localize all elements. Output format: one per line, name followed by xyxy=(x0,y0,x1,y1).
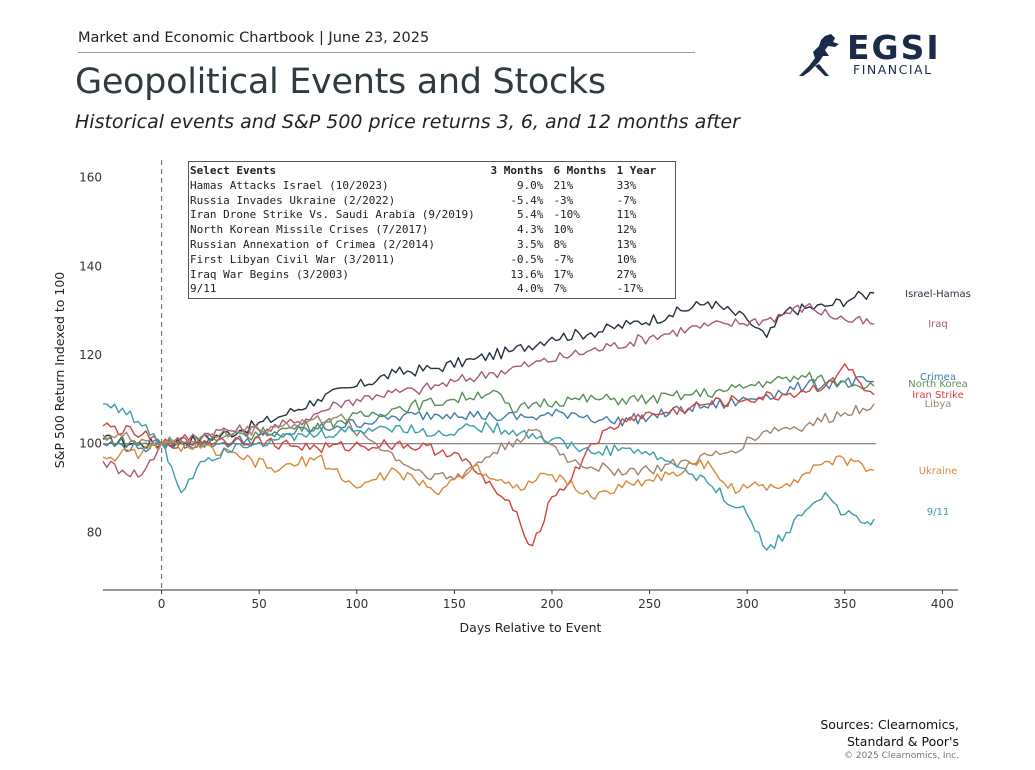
x-tick-label: 100 xyxy=(345,597,368,611)
table-row: North Korean Missile Crises (7/2017) 4.3… xyxy=(190,223,675,238)
event-name: Russia Invades Ukraine (2/2022) xyxy=(190,193,396,207)
return-3-months: 3.5% xyxy=(516,237,544,251)
event-name: North Korean Missile Crises (7/2017) xyxy=(190,223,429,237)
event-name: Russian Annexation of Crimea (2/2014) xyxy=(190,237,436,251)
column-header-1-year: 1 Year xyxy=(616,164,657,177)
event-name: 9/11 xyxy=(190,282,217,296)
return-6-months: -10% xyxy=(553,208,580,222)
event-name: First Libyan Civil War (3/2011) xyxy=(190,252,396,266)
table-row: Iran Drone Strike Vs. Saudi Arabia (9/20… xyxy=(190,208,675,223)
return-1-year: 11% xyxy=(616,208,637,222)
x-tick-label: 150 xyxy=(443,597,466,611)
table-row: 9/11 4.0% 7% -17% xyxy=(190,282,675,297)
return-3-months: -0.5% xyxy=(510,252,544,266)
x-tick-label: 50 xyxy=(252,597,267,611)
return-3-months: 4.3% xyxy=(516,223,544,237)
return-6-months: 21% xyxy=(553,178,574,192)
table-row: Russia Invades Ukraine (2/2022) -5.4% -3… xyxy=(190,194,675,209)
return-6-months: 8% xyxy=(553,237,567,251)
y-tick-label: 140 xyxy=(79,259,102,273)
logo-wordmark: EGSI xyxy=(847,28,941,67)
series-line-libya xyxy=(102,403,875,481)
x-tick-label: 300 xyxy=(736,597,759,611)
event-name: Iraq War Begins (3/2003) xyxy=(190,267,349,281)
series-label-9-11: 9/11 xyxy=(927,507,949,518)
sources-line-2: Standard & Poor's xyxy=(846,734,959,749)
y-axis-title: S&P 500 Return Indexed to 100 xyxy=(52,272,67,469)
table-row: Hamas Attacks Israel (10/2023) 9.0% 21% … xyxy=(190,179,675,194)
page-subtitle: Historical events and S&P 500 price retu… xyxy=(75,111,740,133)
return-6-months: 7% xyxy=(553,282,567,296)
column-header-events: Select Events xyxy=(190,164,277,177)
page-title: Geopolitical Events and Stocks xyxy=(75,62,606,102)
series-label-iraq: Iraq xyxy=(928,319,948,330)
return-3-months: 4.0% xyxy=(516,282,544,296)
return-1-year: -7% xyxy=(616,193,637,207)
table-row: Iraq War Begins (3/2003) 13.6% 17% 27% xyxy=(190,268,675,283)
series-label-ukraine: Ukraine xyxy=(919,466,958,477)
x-tick-label: 200 xyxy=(541,597,564,611)
series-line-9-11 xyxy=(102,403,875,551)
return-1-year: 33% xyxy=(616,178,637,192)
return-3-months: -5.4% xyxy=(510,193,544,207)
header-line: Market and Economic Chartbook | June 23,… xyxy=(78,30,430,46)
return-1-year: -17% xyxy=(616,282,644,296)
x-tick-label: 0 xyxy=(158,597,166,611)
return-6-months: -7% xyxy=(553,252,574,266)
x-axis-title: Days Relative to Event xyxy=(460,620,602,635)
column-header-3-months: 3 Months xyxy=(490,164,544,177)
column-header-6-months: 6 Months xyxy=(553,164,607,177)
sources-note: Sources: Clearnomics, Standard & Poor's xyxy=(820,716,959,750)
return-6-months: 17% xyxy=(553,267,574,281)
series-label-north-korea: North Korea xyxy=(908,379,968,390)
event-name: Hamas Attacks Israel (10/2023) xyxy=(190,178,389,192)
y-tick-label: 160 xyxy=(79,171,102,185)
table-row: Russian Annexation of Crimea (2/2014) 3.… xyxy=(190,238,675,253)
series-line-north-korea xyxy=(102,371,875,449)
y-tick-label: 120 xyxy=(79,348,102,362)
return-3-months: 5.4% xyxy=(516,208,544,222)
sources-line-1: Sources: Clearnomics, xyxy=(820,717,959,732)
return-1-year: 10% xyxy=(616,252,637,266)
table-row: First Libyan Civil War (3/2011) -0.5% -7… xyxy=(190,253,675,268)
logo-subtext: FINANCIAL xyxy=(853,62,933,77)
table-header-row: Select Events 3 Months 6 Months 1 Year xyxy=(190,164,675,179)
header-rule xyxy=(78,52,695,53)
event-name: Iran Drone Strike Vs. Saudi Arabia (9/20… xyxy=(190,208,475,222)
series-line-israel-hamas xyxy=(102,290,875,449)
events-table: Select Events 3 Months 6 Months 1 Year H… xyxy=(188,161,676,299)
x-tick-label: 350 xyxy=(833,597,856,611)
return-3-months: 9.0% xyxy=(516,178,544,192)
return-3-months: 13.6% xyxy=(510,267,544,281)
y-tick-label: 80 xyxy=(87,525,102,539)
figure-icon xyxy=(799,34,839,76)
return-1-year: 12% xyxy=(616,223,637,237)
series-label-crimea: Crimea xyxy=(920,372,956,383)
return-1-year: 13% xyxy=(616,237,637,251)
y-tick-label: 100 xyxy=(79,437,102,451)
return-6-months: -3% xyxy=(553,193,574,207)
copyright-note: © 2025 Clearnomics, Inc. xyxy=(843,751,959,761)
return-6-months: 10% xyxy=(553,223,574,237)
x-tick-label: 400 xyxy=(931,597,954,611)
return-1-year: 27% xyxy=(616,267,637,281)
series-label-iran-strike: Iran Strike xyxy=(912,390,963,401)
company-logo: EGSI FINANCIAL xyxy=(795,28,950,80)
series-line-iran-strike xyxy=(102,363,875,547)
series-label-israel-hamas: Israel-Hamas xyxy=(905,289,971,300)
series-line-iraq xyxy=(102,302,875,478)
series-line-ukraine xyxy=(102,439,875,500)
x-tick-label: 250 xyxy=(638,597,661,611)
series-label-libya: Libya xyxy=(925,399,952,410)
